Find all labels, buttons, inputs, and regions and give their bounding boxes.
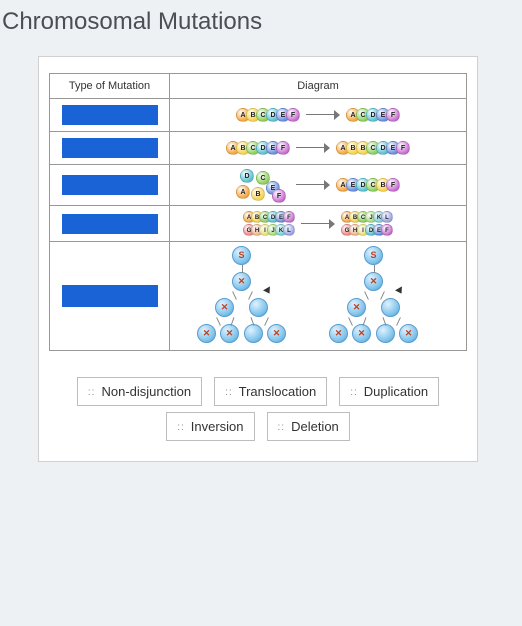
gene-bead: F bbox=[386, 108, 400, 122]
daughter-cell bbox=[329, 324, 348, 343]
gene-bead: D bbox=[240, 169, 254, 183]
tree-connector bbox=[248, 291, 253, 300]
daughter-cell bbox=[232, 272, 251, 291]
daughter-cell bbox=[364, 246, 383, 265]
page: Chromosomal Mutations Type of Mutation D… bbox=[0, 0, 522, 626]
tree-connector bbox=[374, 265, 375, 273]
daughter-cell bbox=[267, 324, 286, 343]
diagram-cell bbox=[170, 242, 467, 351]
daughter-cell bbox=[215, 298, 234, 317]
gene-bead: F bbox=[283, 211, 295, 223]
arrow-icon bbox=[306, 110, 340, 120]
daughter-cell bbox=[364, 272, 383, 291]
gene-bead: L bbox=[381, 211, 393, 223]
error-arrow-icon bbox=[263, 286, 273, 295]
gene-bead: B bbox=[251, 187, 265, 201]
daughter-cell bbox=[381, 298, 400, 317]
error-arrow-icon bbox=[395, 286, 405, 295]
arrow-icon bbox=[296, 143, 330, 153]
answer-row: ::Inversion::Deletion bbox=[49, 412, 467, 441]
chromosome-chain: ABCDEF bbox=[245, 211, 293, 223]
daughter-cell bbox=[197, 324, 216, 343]
chromosome-chain: ACDEF bbox=[348, 108, 398, 122]
chromosome-chain: ABBCDEF bbox=[338, 141, 408, 155]
daughter-cell bbox=[220, 324, 239, 343]
drag-handle-icon: :: bbox=[350, 387, 358, 398]
diagram-cell: ABCDEF ACDEF bbox=[170, 99, 467, 132]
answer-chip-label: Deletion bbox=[291, 419, 339, 434]
page-title: Chromosomal Mutations bbox=[2, 8, 516, 36]
mutations-table: Type of Mutation Diagram ABCDEFACDEFABCD… bbox=[49, 73, 467, 351]
table-row bbox=[50, 242, 467, 351]
answer-chip[interactable]: ::Deletion bbox=[267, 412, 350, 441]
diagram-cell: ABCDEFGHIJKL ABCJKLGHIDEF bbox=[170, 206, 467, 242]
answer-chip-label: Duplication bbox=[364, 384, 428, 399]
answer-chip-label: Non-disjunction bbox=[101, 384, 191, 399]
table-row: ABCDEF ABBCDEF bbox=[50, 132, 467, 165]
gene-bead: F bbox=[276, 141, 290, 155]
drag-handle-icon: :: bbox=[278, 422, 286, 433]
arrow-icon bbox=[296, 180, 330, 190]
answer-chip-label: Translocation bbox=[239, 384, 317, 399]
answer-chip[interactable]: ::Non-disjunction bbox=[77, 377, 202, 406]
col-header-type: Type of Mutation bbox=[50, 74, 170, 99]
chromosome-pair: ABCDEFGHIJKL bbox=[245, 210, 293, 237]
answer-bank: ::Non-disjunction::Translocation::Duplic… bbox=[49, 377, 467, 441]
gene-bead: F bbox=[386, 178, 400, 192]
answer-drop-slot[interactable] bbox=[62, 105, 158, 125]
answer-chip[interactable]: ::Inversion bbox=[166, 412, 254, 441]
tree-connector bbox=[348, 317, 353, 326]
gene-bead: F bbox=[396, 141, 410, 155]
col-header-diagram: Diagram bbox=[170, 74, 467, 99]
chromosome-chain: ABCDEF bbox=[238, 108, 298, 122]
gene-bead: F bbox=[272, 189, 286, 203]
tree-connector bbox=[216, 317, 221, 326]
answer-drop-slot[interactable] bbox=[62, 285, 158, 307]
daughter-cell bbox=[244, 324, 263, 343]
daughter-cell bbox=[352, 324, 371, 343]
daughter-cell bbox=[249, 298, 268, 317]
table-row: ABCDEFGHIJKL ABCJKLGHIDEF bbox=[50, 206, 467, 242]
daughter-cell bbox=[347, 298, 366, 317]
nondisjunction-tree bbox=[192, 246, 312, 346]
chromosome-pair: ABCJKLGHIDEF bbox=[343, 210, 391, 237]
answer-chip[interactable]: ::Duplication bbox=[339, 377, 439, 406]
answer-chip[interactable]: ::Translocation bbox=[214, 377, 327, 406]
chromosome-chain: ABCJKL bbox=[343, 211, 391, 223]
gene-bead: A bbox=[236, 185, 250, 199]
daughter-cell bbox=[376, 324, 395, 343]
drag-handle-icon: :: bbox=[225, 387, 233, 398]
daughter-cell bbox=[399, 324, 418, 343]
chromosome-chain: GHIJKL bbox=[245, 224, 293, 236]
arrow-icon bbox=[301, 219, 335, 229]
worksheet-panel: Type of Mutation Diagram ABCDEFACDEFABCD… bbox=[38, 56, 478, 462]
diagram-cell: ABCDEF ABBCDEF bbox=[170, 132, 467, 165]
drag-handle-icon: :: bbox=[177, 422, 185, 433]
chromosome-chain: GHIDEF bbox=[343, 224, 391, 236]
tree-connector bbox=[242, 265, 243, 273]
gene-bead: F bbox=[381, 224, 393, 236]
inversion-swirl: DCABEF bbox=[238, 169, 288, 201]
answer-drop-slot[interactable] bbox=[62, 175, 158, 195]
answer-row: ::Non-disjunction::Translocation::Duplic… bbox=[49, 377, 467, 406]
table-row: DCABEF AEDCBF bbox=[50, 165, 467, 206]
gene-bead: F bbox=[286, 108, 300, 122]
drag-handle-icon: :: bbox=[88, 387, 96, 398]
answer-chip-label: Inversion bbox=[191, 419, 244, 434]
gene-bead: L bbox=[283, 224, 295, 236]
chromosome-chain: ABCDEF bbox=[228, 141, 288, 155]
diagram-cell: DCABEF AEDCBF bbox=[170, 165, 467, 206]
answer-drop-slot[interactable] bbox=[62, 214, 158, 234]
chromosome-chain: AEDCBF bbox=[338, 178, 398, 192]
tree-connector bbox=[380, 291, 385, 300]
answer-drop-slot[interactable] bbox=[62, 138, 158, 158]
nondisjunction-tree bbox=[324, 246, 444, 346]
table-row: ABCDEF ACDEF bbox=[50, 99, 467, 132]
daughter-cell bbox=[232, 246, 251, 265]
